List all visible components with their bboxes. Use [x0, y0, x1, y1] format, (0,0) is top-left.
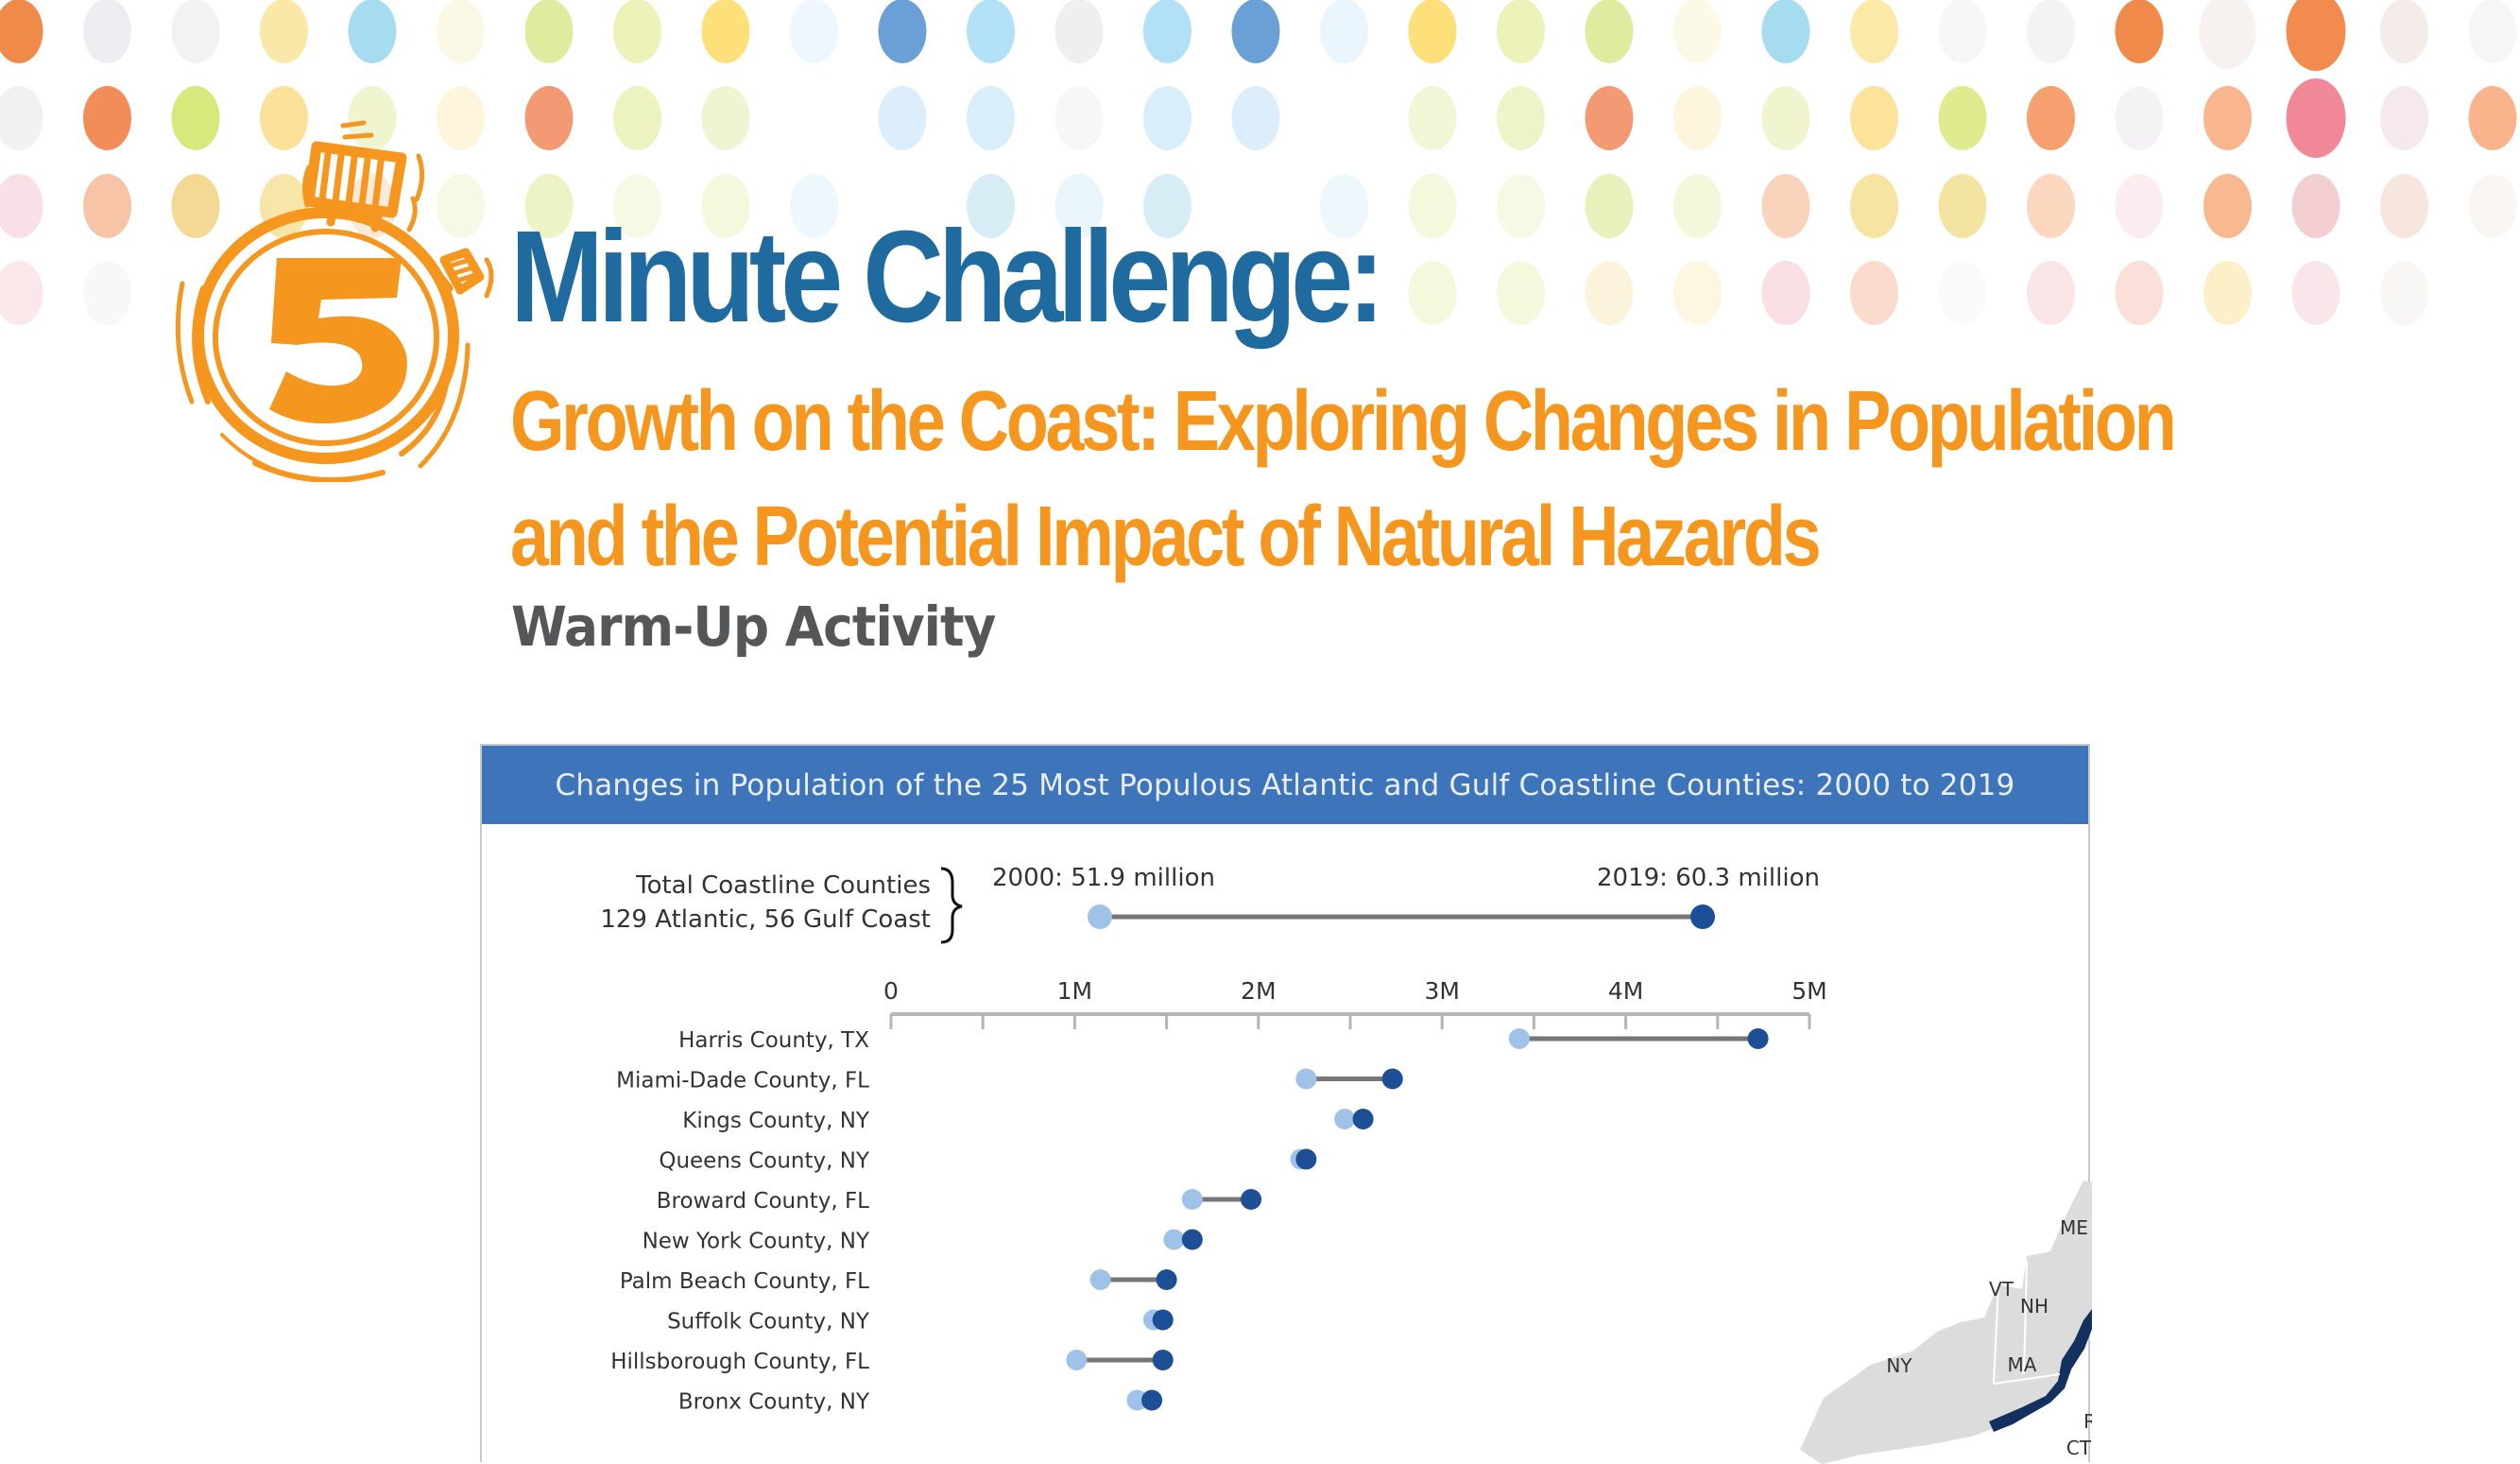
dot-2000: [1508, 1028, 1530, 1049]
table-row: Queens County, NY: [659, 1148, 1317, 1174]
dot-2000: [1163, 1229, 1185, 1250]
map-state-label: NY: [1886, 1354, 1912, 1377]
total-2000-label: 2000: 51.9 million: [992, 864, 1215, 892]
page-title: Minute Challenge:: [510, 204, 1385, 350]
total-2019-label: 2019: 60.3 million: [1597, 864, 1820, 892]
county-label: New York County, NY: [643, 1230, 870, 1254]
table-row: Hillsborough County, FL: [610, 1350, 1174, 1374]
county-label: Queens County, NY: [659, 1149, 870, 1174]
page-subtitle: Growth on the Coast: Exploring Changes i…: [510, 364, 2177, 594]
table-row: Palm Beach County, FL: [620, 1269, 1177, 1294]
curly-brace-icon: [940, 867, 963, 944]
dot-2000: [1066, 1350, 1088, 1370]
dot-2000: [1126, 1389, 1148, 1411]
table-row: Broward County, FL: [657, 1189, 1262, 1214]
activity-label: Warm-Up Activity: [511, 594, 996, 659]
table-row: Miami-Dade County, FL: [616, 1068, 1403, 1094]
dot-2019: [1152, 1350, 1174, 1370]
dot-2019: [1181, 1229, 1203, 1250]
dot-2019: [1141, 1389, 1163, 1411]
county-label: Hillsborough County, FL: [610, 1350, 869, 1374]
totals-label-line-2: 129 Atlantic, 56 Gulf Coast: [600, 905, 931, 934]
stopwatch-icon: [165, 118, 501, 483]
table-row: New York County, NY: [643, 1229, 1203, 1254]
map-state-label: MA: [2008, 1353, 2037, 1376]
county-label: Suffolk County, NY: [667, 1310, 870, 1335]
subtitle-line-1: Growth on the Coast: Exploring Changes i…: [510, 374, 2177, 469]
county-label: Kings County, NY: [682, 1109, 870, 1133]
county-label: Palm Beach County, FL: [620, 1269, 869, 1294]
dot-2019: [1152, 1309, 1174, 1331]
chart-title: Changes in Population of the 25 Most Pop…: [482, 746, 2088, 824]
x-axis-tick-label: 5M: [1791, 977, 1826, 1005]
map-state-label: VT: [1989, 1278, 2014, 1300]
dot-2000: [1295, 1068, 1317, 1090]
dot-2019: [1747, 1028, 1769, 1049]
totals-label-line-1: Total Coastline Counties: [635, 871, 931, 900]
dot-2000: [1181, 1189, 1203, 1210]
map-state-label: RI: [2083, 1410, 2092, 1433]
dot-2019: [1295, 1148, 1317, 1170]
x-axis: 0 1M 2M 3M 4M 5M: [883, 977, 1827, 1029]
dot-2019: [1352, 1109, 1374, 1129]
total-2000-dot: [1088, 904, 1112, 929]
county-label: Miami-Dade County, FL: [616, 1069, 869, 1094]
county-label: Harris County, TX: [678, 1028, 869, 1053]
county-label: Bronx County, NY: [678, 1390, 870, 1415]
map-state-label: ME: [2060, 1216, 2088, 1239]
table-row: Suffolk County, NY: [667, 1309, 1174, 1335]
table-row: Bronx County, NY: [678, 1389, 1163, 1415]
x-axis-tick-label: 1M: [1057, 977, 1092, 1005]
table-row: Kings County, NY: [682, 1109, 1374, 1133]
x-axis-tick-label: 2M: [1241, 977, 1276, 1005]
dot-2000: [1089, 1269, 1111, 1290]
dot-2019: [1241, 1189, 1262, 1210]
dot-2019: [1156, 1269, 1177, 1290]
map-land: [1800, 1180, 2092, 1464]
x-axis-tick-label: 4M: [1608, 977, 1643, 1005]
x-axis-tick-label: 0: [883, 977, 899, 1005]
dot-2019: [1381, 1068, 1403, 1090]
county-label: Broward County, FL: [657, 1189, 869, 1214]
total-2019-dot: [1690, 904, 1715, 929]
dumbbell-chart: Total Coastline Counties 129 Atlantic, 5…: [600, 864, 2092, 1464]
table-row: Harris County, TX: [678, 1028, 1769, 1053]
map-state-label: CT: [2066, 1437, 2092, 1459]
subtitle-line-2: and the Potential Impact of Natural Haza…: [510, 490, 1822, 584]
dot-2000: [1334, 1109, 1356, 1129]
x-axis-tick-label: 3M: [1424, 977, 1459, 1005]
county-rows: Harris County, TX Miami-Dade County, FL Ki…: [610, 1028, 1769, 1415]
decorative-dot-pattern: [0, 0, 2517, 325]
chart-panel: Changes in Population of the 25 Most Pop…: [480, 744, 2092, 1464]
map-state-label: NH: [2020, 1295, 2049, 1318]
northeast-coastline-map: ME VT NH NY MA RI CT: [1800, 1180, 2092, 1464]
